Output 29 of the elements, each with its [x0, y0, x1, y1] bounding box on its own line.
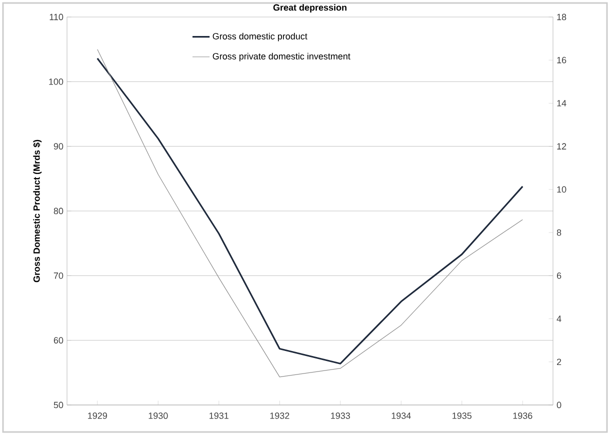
x-tick-label: 1929 [88, 412, 107, 419]
y2-tick-label: 12 [557, 143, 566, 150]
x-tick-label: 1931 [210, 412, 228, 419]
y-tick-label: 90 [54, 143, 64, 150]
y2-tick-label: 10 [557, 186, 566, 193]
x-tick-label: 1932 [270, 412, 290, 419]
x-tick-label: 1930 [148, 412, 168, 419]
x-tick-label: 1935 [452, 412, 472, 419]
chart-title: Great depression [273, 4, 346, 12]
y2-tick-label: 6 [556, 272, 562, 279]
y-tick-label: 50 [54, 402, 64, 408]
y2-tick-label: 2 [556, 358, 562, 366]
y2-tick-label: 14 [557, 100, 566, 106]
y-tick-label: 60 [54, 337, 64, 344]
y2-tick-label: 0 [556, 402, 562, 408]
y-tick-label: 80 [54, 208, 64, 214]
y-tick-label: 100 [49, 78, 64, 85]
y-tick-label: 70 [54, 272, 64, 279]
x-tick-label: 1934 [392, 412, 411, 419]
y2-tick-label: 4 [556, 316, 562, 322]
legend-label: Gross domestic product [212, 32, 308, 42]
x-tick-label: 1936 [513, 412, 532, 419]
y-tick-label: 110 [50, 14, 64, 20]
y2-tick-label: 8 [556, 229, 562, 236]
y2-tick-label: 16 [557, 56, 566, 64]
y2-tick-label: 18 [557, 14, 566, 20]
legend-label: Gross private domestic investment [212, 52, 350, 62]
y-axis-title: Gross Domestic Product (Mrds $) [33, 140, 42, 282]
x-tick-label: 1933 [331, 412, 350, 419]
